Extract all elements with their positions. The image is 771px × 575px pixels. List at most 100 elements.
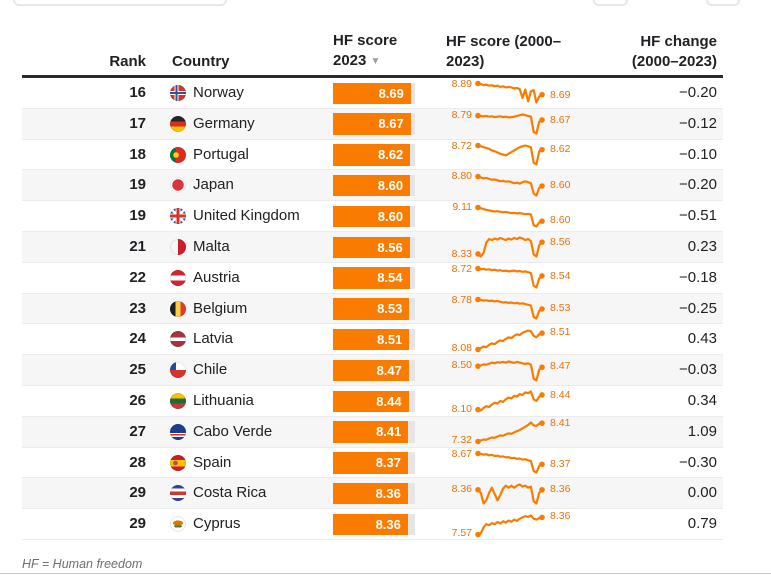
score-bar-fill: 8.69 [333, 82, 411, 105]
sparkline-chart [475, 329, 545, 353]
spark-cell: 8.08 8.51 [446, 324, 626, 355]
score-bar-fill: 8.37 [333, 452, 408, 474]
sparkline-chart [475, 173, 545, 197]
change-cell: 0.23 [687, 237, 717, 255]
score-bar-fill: 8.53 [333, 298, 410, 320]
country-flag-icon [170, 423, 186, 440]
country-name: Spain [193, 453, 232, 471]
spark-end-label: 8.56 [550, 236, 571, 248]
spark-cell: 8.36 8.36 [446, 478, 626, 509]
spark-start-label: 8.72 [451, 262, 472, 275]
hf-score-header-line2: 2023 [333, 52, 367, 69]
spark-cell: 8.50 8.47 [446, 355, 626, 386]
spark-cell: 7.57 8.36 [446, 509, 626, 540]
table-row: 25 Chile 8.47 8.50 8.47 −0.03 [22, 355, 723, 386]
rank-cell: 17 [129, 114, 146, 132]
spark-end-label: 8.54 [550, 269, 571, 282]
country-name: Malta [193, 237, 230, 255]
sparkline-chart [475, 420, 545, 445]
spark-cell: 8.89 8.69 [446, 78, 626, 109]
score-bar-fill: 8.62 [333, 144, 411, 166]
spark-end-label: 8.41 [550, 416, 571, 429]
change-cell: −0.30 [679, 453, 717, 471]
change-cell: 0.43 [687, 330, 717, 348]
change-cell: 0.79 [687, 515, 717, 533]
country-name: United Kingdom [193, 207, 300, 225]
rank-cell: 23 [129, 299, 146, 317]
score-bar-fill: 8.41 [333, 421, 409, 443]
country-name: Austria [193, 268, 240, 286]
score-bar-track: 8.56 [333, 236, 415, 259]
rank-cell: 24 [129, 330, 146, 348]
change-cell: −0.20 [679, 84, 717, 101]
country-name: Cabo Verde [193, 422, 273, 440]
country-flag-icon [170, 454, 186, 471]
country-flag-icon [170, 331, 186, 348]
column-header-hf-score-2000-2023: HF score (2000– 2023) [446, 32, 561, 72]
spark-cell: 8.78 8.53 [446, 294, 626, 325]
score-bar-track: 8.54 [333, 267, 415, 289]
country-name: Cyprus [193, 515, 241, 533]
rank-cell: 26 [129, 391, 146, 409]
spark-end-label: 8.67 [550, 113, 571, 126]
column-header-rank: Rank [109, 53, 146, 70]
score-bar-track: 8.47 [333, 359, 415, 382]
score-bar-track: 8.60 [333, 205, 415, 228]
table-row: 28 Spain 8.37 8.67 8.37 −0.30 [22, 448, 723, 479]
score-bar-track: 8.37 [333, 452, 415, 474]
spark-cell: 7.32 8.41 [446, 417, 626, 448]
change-cell: −0.03 [679, 361, 717, 379]
change-cell: −0.20 [679, 176, 717, 194]
score-bar-fill: 8.67 [333, 113, 411, 135]
table-row: 27 Cabo Verde 8.41 7.32 8.41 1.09 [22, 416, 723, 448]
country-flag-icon [170, 177, 186, 194]
spark-cell: 8.79 8.67 [446, 109, 626, 140]
spark-cell: 8.72 8.62 [446, 140, 626, 171]
column-header-country: Country [172, 53, 230, 70]
rank-cell: 19 [129, 176, 146, 194]
score-bar-fill: 8.56 [333, 236, 410, 259]
rank-cell: 25 [129, 361, 146, 379]
table-row: 21 Malta 8.56 8.33 8.56 0.23 [22, 231, 723, 263]
spark-start-label: 9.11 [452, 201, 472, 214]
rank-cell: 19 [129, 207, 146, 225]
column-header-hf-score-2023[interactable]: HF score 2023 ▼ [333, 31, 397, 72]
country-flag-icon [170, 300, 186, 317]
sparkline-chart [475, 265, 545, 289]
change-cell: −0.25 [679, 299, 717, 317]
sparkline-chart [475, 112, 545, 135]
hf-score-header-line1: HF score [333, 32, 398, 49]
bottom-divider [0, 573, 771, 574]
country-flag-icon [170, 269, 186, 286]
spark-cell: 8.67 8.37 [446, 448, 626, 479]
score-bar-track: 8.53 [333, 298, 415, 320]
country-name: Chile [193, 361, 228, 379]
top-edge-cropped-widget [593, 0, 628, 6]
sparkline-chart [475, 450, 545, 474]
score-bar-track: 8.60 [333, 174, 415, 197]
spark-start-label: 8.89 [451, 78, 472, 90]
table-row: 29 Cyprus 8.36 7.57 8.36 0.79 [22, 509, 723, 540]
table-row: 17 Germany 8.67 8.79 8.67 −0.12 [22, 108, 723, 140]
spark-start-label: 7.57 [451, 526, 472, 539]
spark-end-label: 8.36 [550, 510, 571, 523]
sparkline-chart [475, 513, 545, 537]
rank-cell: 28 [129, 453, 146, 471]
spark-cell: 9.11 8.60 [446, 201, 626, 232]
footnote: HF = Human freedom [22, 557, 143, 571]
country-flag-icon [170, 208, 186, 225]
spark-start-label: 8.33 [451, 247, 472, 260]
rank-cell: 27 [129, 422, 146, 440]
table-row: 23 Belgium 8.53 8.78 8.53 −0.25 [22, 293, 723, 325]
spark-end-label: 8.37 [550, 457, 571, 470]
spark-start-label: 8.78 [451, 293, 472, 306]
sort-descending-icon[interactable]: ▼ [370, 56, 381, 67]
spark-start-label: 8.72 [451, 139, 472, 152]
spark-end-label: 8.36 [550, 483, 571, 496]
table-row: 26 Lithuania 8.44 8.10 8.44 0.34 [22, 386, 723, 417]
sparkline-chart [475, 390, 545, 413]
spark-cell: 8.33 8.56 [446, 232, 626, 263]
spark-end-label: 8.60 [550, 214, 571, 227]
change-cell: −0.12 [679, 114, 717, 132]
spark-start-label: 7.32 [451, 434, 472, 447]
